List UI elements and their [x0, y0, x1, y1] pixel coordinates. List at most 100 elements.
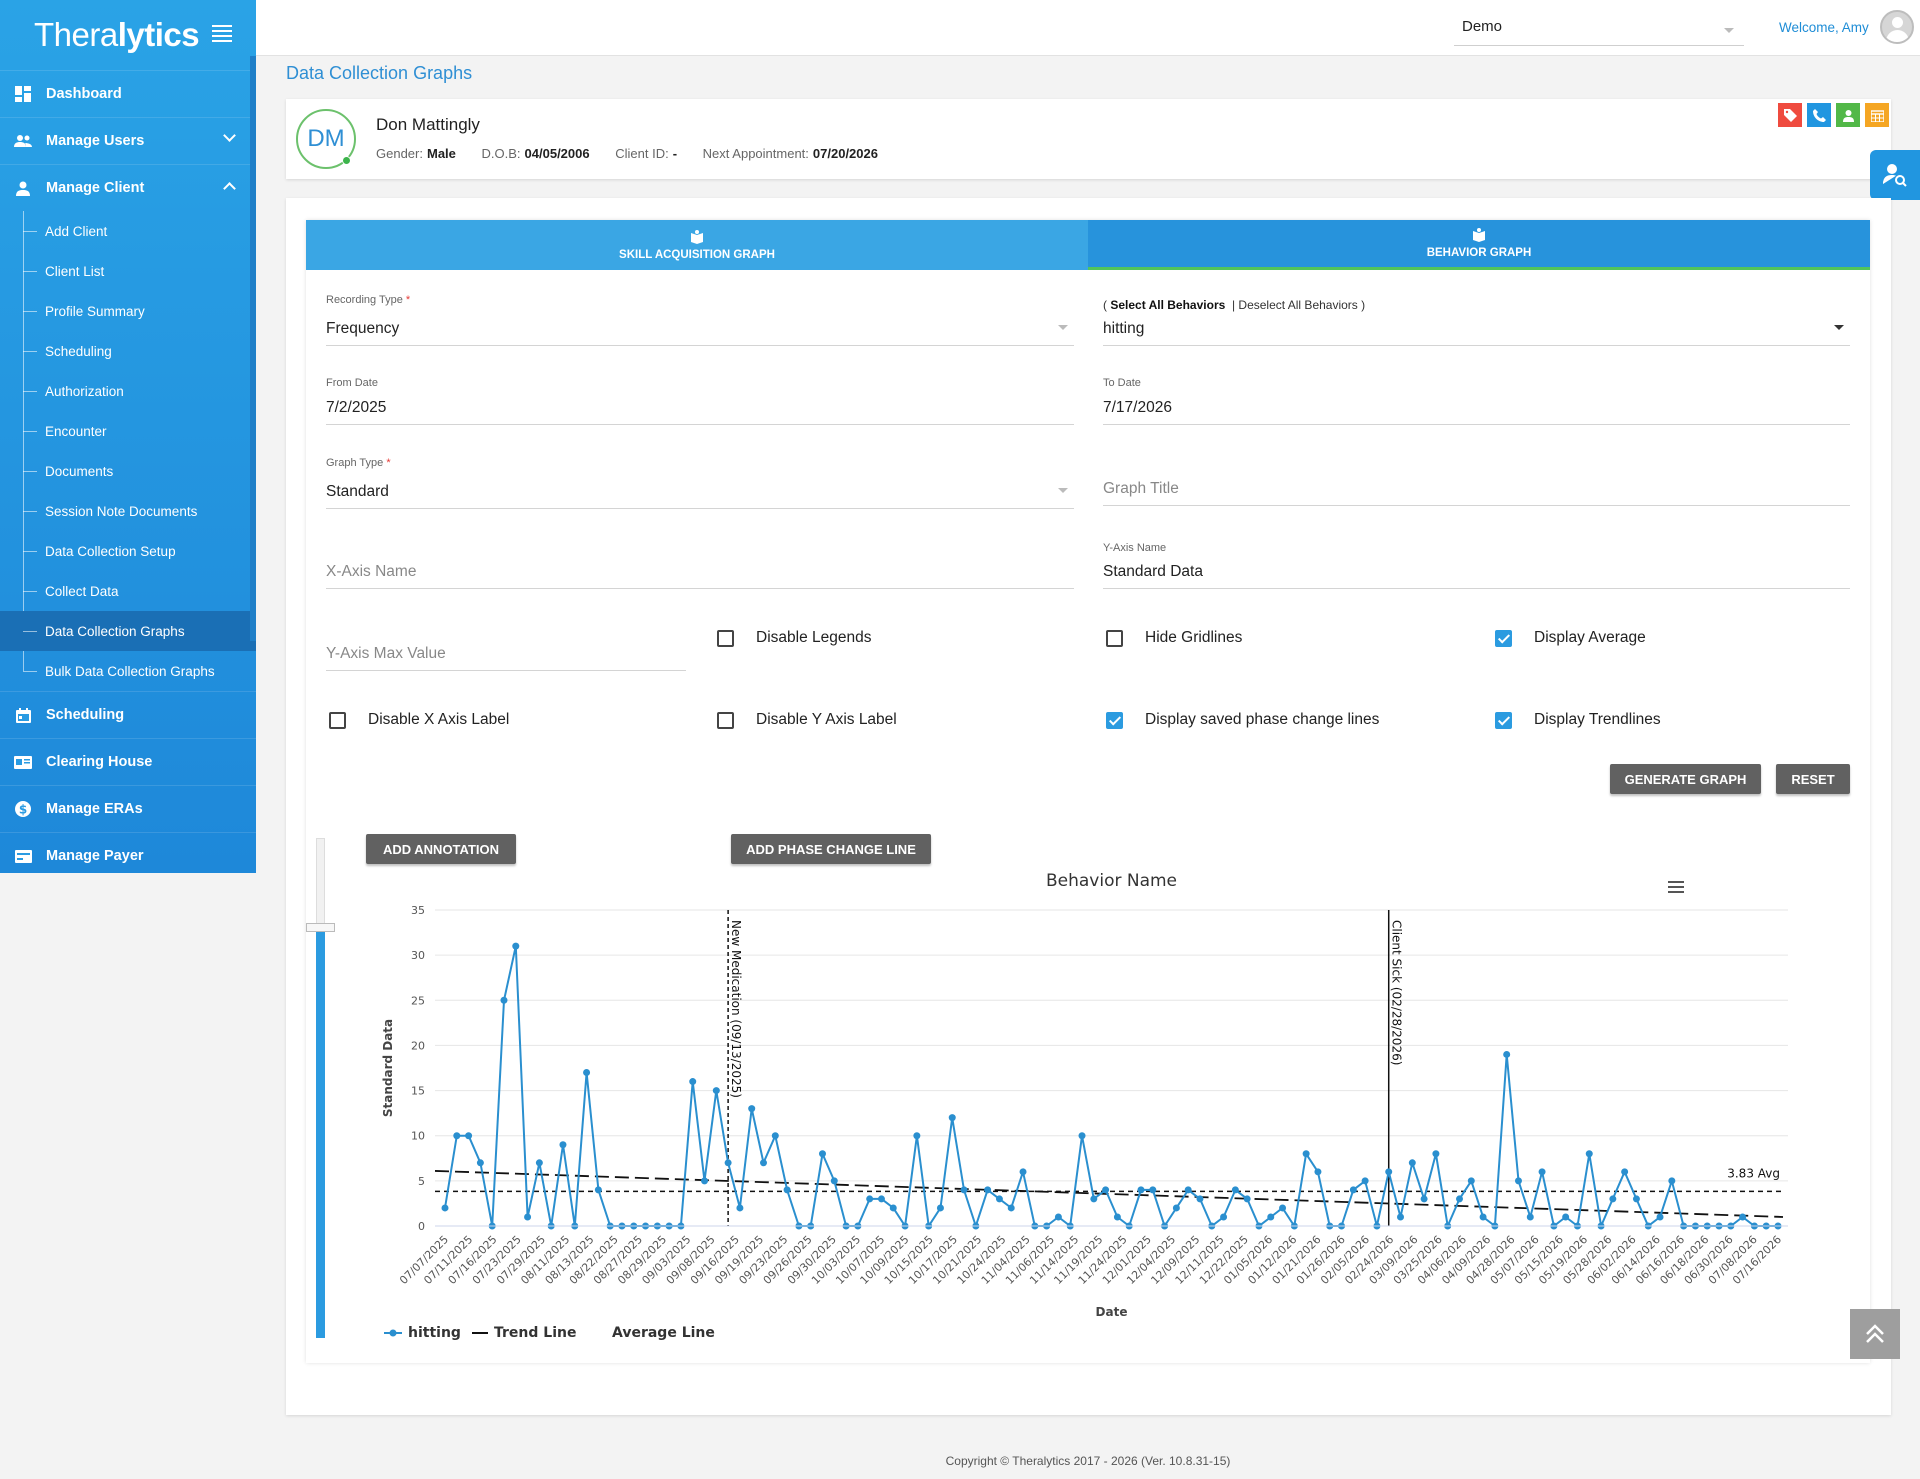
sidebar-subitem-authorization[interactable]: Authorization	[22, 371, 256, 411]
graph-type-value: Standard	[326, 483, 389, 500]
sidebar-subitem-profile-summary[interactable]: Profile Summary	[22, 291, 256, 331]
behavior-select[interactable]: ( Select All Behaviors | Deselect All Be…	[1103, 298, 1850, 346]
footer-copyright: Copyright © Theralytics 2017 - 2026 (Ver…	[945, 1454, 1231, 1468]
data-point	[818, 1150, 826, 1158]
payer-card-icon	[14, 847, 32, 865]
x-axis-name-input[interactable]: X-Axis Name	[326, 553, 1074, 589]
legend-item-hitting[interactable]: hitting	[384, 1325, 461, 1341]
legend-item-trend-line[interactable]: Trend Line	[472, 1325, 576, 1341]
company-select-value: Demo	[1462, 18, 1503, 35]
disable-legends-checkbox[interactable]: Disable Legends	[717, 629, 871, 647]
data-point	[1514, 1177, 1522, 1185]
to-date-field[interactable]: To Date 7/17/2026	[1103, 377, 1850, 425]
sidebar-subitem-session-note-documents[interactable]: Session Note Documents	[22, 491, 256, 531]
sidebar-subitem-collect-data[interactable]: Collect Data	[22, 571, 256, 611]
recording-type-select[interactable]: Recording Type * Frequency	[326, 294, 1074, 346]
welcome-user-link[interactable]: Welcome, Amy	[1779, 20, 1869, 35]
average-label: 3.83 Avg	[1727, 1166, 1780, 1180]
data-point	[960, 1186, 968, 1194]
back-to-top-button[interactable]	[1850, 1309, 1900, 1359]
data-point	[1739, 1213, 1747, 1221]
legend-label: Trend Line	[494, 1325, 577, 1341]
generate-graph-button[interactable]: GENERATE GRAPH	[1610, 764, 1761, 794]
display-average-checkbox[interactable]: Display Average	[1495, 629, 1646, 647]
tab-behavior-graph[interactable]: BEHAVIOR GRAPH	[1088, 220, 1870, 270]
company-select[interactable]: Demo	[1454, 18, 1744, 46]
menu-toggle-icon[interactable]	[212, 22, 232, 42]
sidebar-item-dashboard[interactable]: Dashboard	[0, 70, 256, 117]
checkbox-label: Disable Legends	[756, 629, 872, 646]
tab-skill-acquisition-graph[interactable]: SKILL ACQUISITION GRAPH	[306, 220, 1088, 270]
add-phase-change-line-button[interactable]: ADD PHASE CHANGE LINE	[731, 834, 931, 864]
data-point	[783, 1186, 791, 1194]
legend-item-average-line[interactable]: Average Line	[612, 1325, 715, 1341]
display-phase-lines-checkbox[interactable]: Display saved phase change lines	[1106, 711, 1379, 729]
from-date-field[interactable]: From Date 7/2/2025	[326, 377, 1074, 425]
sidebar-item-manage-payer[interactable]: Manage Payer	[0, 832, 256, 879]
book-icon	[1473, 228, 1485, 242]
sidebar-item-manage-client[interactable]: Manage Client	[0, 164, 256, 211]
sidebar-item-scheduling[interactable]: Scheduling	[0, 691, 256, 738]
data-point	[453, 1132, 461, 1140]
zoom-slider-handle[interactable]	[306, 923, 335, 932]
y-axis-name-input[interactable]: Y-Axis Name Standard Data	[1103, 542, 1850, 589]
client-meta: Gender: Male D.O.B: 04/05/2006 Client ID: -…	[376, 146, 900, 161]
sidebar-item-label: Dashboard	[46, 86, 122, 102]
chevron-down-icon	[1058, 488, 1068, 493]
graph-title-input[interactable]: Graph Title	[1103, 470, 1850, 506]
sidebar-subitem-documents[interactable]: Documents	[22, 451, 256, 491]
client-search-tab[interactable]	[1870, 150, 1920, 200]
data-point	[441, 1204, 449, 1212]
sidebar-item-label: Manage Client	[46, 180, 145, 196]
sidebar-subitem-scheduling[interactable]: Scheduling	[22, 331, 256, 371]
user-search-icon	[1883, 164, 1907, 187]
y-tick-label: 5	[418, 1175, 425, 1188]
sidebar-scrollbar[interactable]	[250, 56, 256, 641]
data-point	[1267, 1213, 1275, 1221]
disable-x-axis-label-checkbox[interactable]: Disable X Axis Label	[329, 711, 509, 729]
data-point	[512, 942, 520, 950]
to-date-value: 7/17/2026	[1103, 399, 1172, 416]
data-point	[1007, 1204, 1015, 1212]
online-status-dot	[342, 156, 351, 165]
disable-y-axis-label-checkbox[interactable]: Disable Y Axis Label	[717, 711, 897, 729]
sidebar-subitem-data-collection-graphs[interactable]: Data Collection Graphs	[0, 611, 256, 651]
y-axis-name-value: Standard Data	[1103, 563, 1203, 580]
data-point	[1432, 1150, 1440, 1158]
user-avatar[interactable]	[1880, 10, 1914, 44]
data-point	[1137, 1186, 1145, 1194]
from-date-value: 7/2/2025	[326, 399, 387, 416]
sidebar-subitem-client-list[interactable]: Client List	[22, 251, 256, 291]
reset-button[interactable]: RESET	[1776, 764, 1850, 794]
data-point	[1397, 1213, 1405, 1221]
tag-icon[interactable]	[1778, 103, 1802, 127]
sidebar-subitem-bulk-data-collection-graphs[interactable]: Bulk Data Collection Graphs	[22, 651, 256, 691]
sidebar-subitem-encounter[interactable]: Encounter	[22, 411, 256, 451]
select-all-behaviors-link[interactable]: Select All Behaviors	[1110, 298, 1226, 312]
add-annotation-button[interactable]: ADD ANNOTATION	[366, 834, 516, 864]
sidebar-subitem-data-collection-setup[interactable]: Data Collection Setup	[22, 531, 256, 571]
legend-label: Average Line	[612, 1325, 715, 1341]
chart-menu-icon[interactable]	[1668, 878, 1684, 896]
data-point	[830, 1177, 838, 1185]
sidebar-subitem-add-client[interactable]: Add Client	[22, 211, 256, 251]
graph-type-select[interactable]: Graph Type * Standard	[326, 457, 1074, 509]
data-point	[1526, 1213, 1534, 1221]
checkbox-checked	[1495, 711, 1512, 729]
data-point	[877, 1195, 885, 1203]
hide-gridlines-checkbox[interactable]: Hide Gridlines	[1106, 629, 1242, 647]
data-point	[1609, 1195, 1617, 1203]
data-point	[535, 1159, 543, 1167]
y-axis-max-placeholder: Y-Axis Max Value	[326, 645, 446, 662]
y-axis-max-input[interactable]: Y-Axis Max Value	[326, 635, 686, 671]
double-chevron-up-icon	[1866, 1324, 1884, 1343]
checkbox-checked	[1106, 711, 1123, 729]
calendar-icon[interactable]	[1865, 103, 1889, 127]
sidebar-item-manage-eras[interactable]: $ Manage ERAs	[0, 785, 256, 832]
deselect-all-behaviors-link[interactable]: Deselect All Behaviors	[1238, 298, 1358, 312]
contact-icon[interactable]	[1836, 103, 1860, 127]
display-trendlines-checkbox[interactable]: Display Trendlines	[1495, 711, 1661, 729]
sidebar-item-manage-users[interactable]: Manage Users	[0, 117, 256, 164]
sidebar-item-clearing-house[interactable]: Clearing House	[0, 738, 256, 785]
phone-icon[interactable]	[1807, 103, 1831, 127]
